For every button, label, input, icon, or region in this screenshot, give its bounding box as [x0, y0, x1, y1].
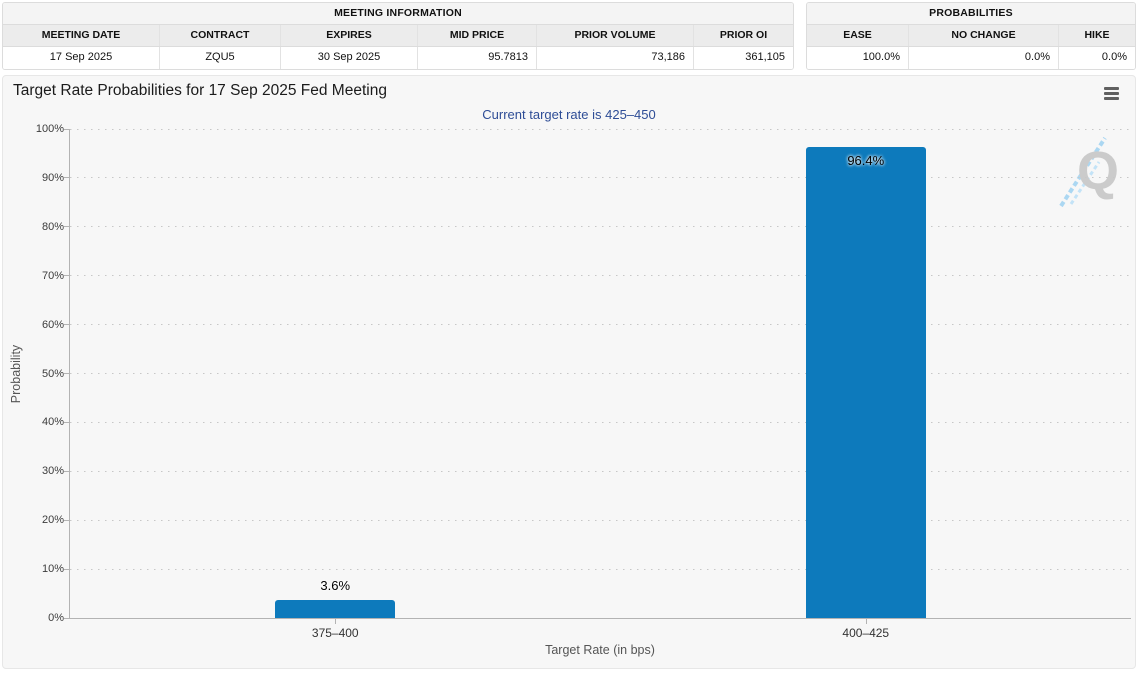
gridline-50% [70, 373, 1131, 374]
column-header-meeting-date: MEETING DATE [3, 25, 160, 46]
y-tick-label-40%: 40% [41, 416, 64, 429]
hamburger-menu-icon[interactable] [1101, 85, 1121, 103]
y-tick-label-50%: 50% [41, 367, 64, 380]
y-tick-label-80%: 80% [41, 220, 64, 233]
y-tick-label-100%: 100% [35, 123, 64, 135]
target-rate-chart-card: Target Rate Probabilities for 17 Sep 202… [2, 75, 1136, 669]
bar-value-label-375–400: 3.6% [320, 578, 351, 594]
y-tick-label-70%: 70% [41, 269, 64, 282]
y-tick-mark [64, 617, 69, 619]
probabilities-table: PROBABILITIES EASE NO CHANGE HIKE 100.0% 0.… [806, 2, 1136, 70]
meeting-info-data-row: 17 Sep 2025 ZQU5 30 Sep 2025 95.7813 73,186 3… [3, 47, 793, 69]
gridline-40% [70, 421, 1131, 423]
y-tick-mark [64, 128, 69, 130]
cell-expires: 30 Sep 2025 [281, 47, 418, 69]
y-tick-mark [64, 324, 69, 326]
cell-prior-volume: 73,186 [537, 47, 694, 69]
gridline-70% [70, 275, 1131, 277]
y-tick-mark [64, 226, 69, 228]
column-header-ease: EASE [807, 25, 909, 46]
column-header-expires: EXPIRES [281, 25, 418, 46]
cell-ease: 100.0% [807, 47, 909, 69]
chart-title: Target Rate Probabilities for 17 Sep 202… [13, 82, 387, 99]
column-header-prior-oi: PRIOR OI [719, 29, 768, 41]
x-tick-mark [335, 619, 337, 624]
plot-area: Probability 0% 10% 20% 30% 40% 50% 60% 70% 80% 90… [9, 123, 1131, 640]
cell-prior-oi: 361,105 [745, 51, 785, 63]
x-tick-label-400–425: 400–425 [842, 626, 890, 640]
meeting-info-table-title: MEETING INFORMATION [3, 3, 793, 25]
column-header-no-change: NO CHANGE [909, 25, 1059, 46]
gridline-20% [70, 519, 1131, 521]
cell-meeting-date: 17 Sep 2025 [3, 47, 160, 69]
meeting-info-table: MEETING INFORMATION MEETING DATE CONTRACT… [2, 2, 794, 70]
gridline-10% [70, 568, 1131, 570]
column-header-mid-price: MID PRICE [418, 25, 537, 46]
cell-no-change: 0.0% [909, 47, 1059, 69]
gridline-30% [70, 470, 1131, 472]
y-tick-mark [64, 470, 69, 472]
y-tick-mark [64, 275, 69, 277]
bar-375–400[interactable] [275, 600, 396, 618]
hamburger-bar [1103, 87, 1119, 90]
y-tick-mark [64, 373, 69, 374]
hamburger-bar [1103, 92, 1119, 95]
y-tick-label-10%: 10% [41, 563, 64, 576]
cell-hike: 0.0% [1101, 51, 1127, 63]
y-tick-label-90%: 90% [41, 171, 64, 184]
column-header-prior-volume: PRIOR VOLUME [537, 25, 694, 46]
y-tick-label-60%: 60% [41, 318, 64, 331]
x-tick-mark [865, 619, 867, 624]
probabilities-header-row: EASE NO CHANGE HIKE [807, 25, 1135, 47]
column-header-hike: HIKE [1084, 29, 1110, 41]
y-tick-mark [64, 519, 69, 521]
x-tick-label-375–400: 375–400 [311, 626, 359, 640]
hamburger-bar [1103, 97, 1119, 100]
meeting-info-header-row: MEETING DATE CONTRACT EXPIRES MID PRICE PRIO… [3, 25, 793, 47]
y-tick-label-20%: 20% [41, 514, 64, 527]
cell-contract: ZQU5 [160, 47, 281, 69]
cell-mid-price: 95.7813 [418, 47, 537, 69]
y-tick-mark [64, 568, 69, 570]
column-header-contract: CONTRACT [160, 25, 281, 46]
probabilities-table-title: PROBABILITIES [807, 3, 1135, 25]
y-tick-label-0%: 0% [48, 612, 64, 624]
y-tick-mark [64, 421, 69, 423]
gridline-90% [70, 177, 1131, 179]
y-tick-label-30%: 30% [41, 465, 64, 478]
probabilities-data-row: 100.0% 0.0% 0.0% [807, 47, 1135, 69]
bar-value-label-400–425: 96.4% [847, 152, 885, 168]
y-tick-mark [64, 177, 69, 179]
bar-400–425[interactable] [805, 146, 926, 618]
gridline-80% [70, 226, 1131, 228]
gridline-100% [70, 128, 1131, 130]
x-axis-title: Target Rate (in bps) [545, 643, 655, 657]
chart-subtitle: Current target rate is 425–450 [482, 107, 656, 122]
gridline-60% [70, 324, 1131, 326]
